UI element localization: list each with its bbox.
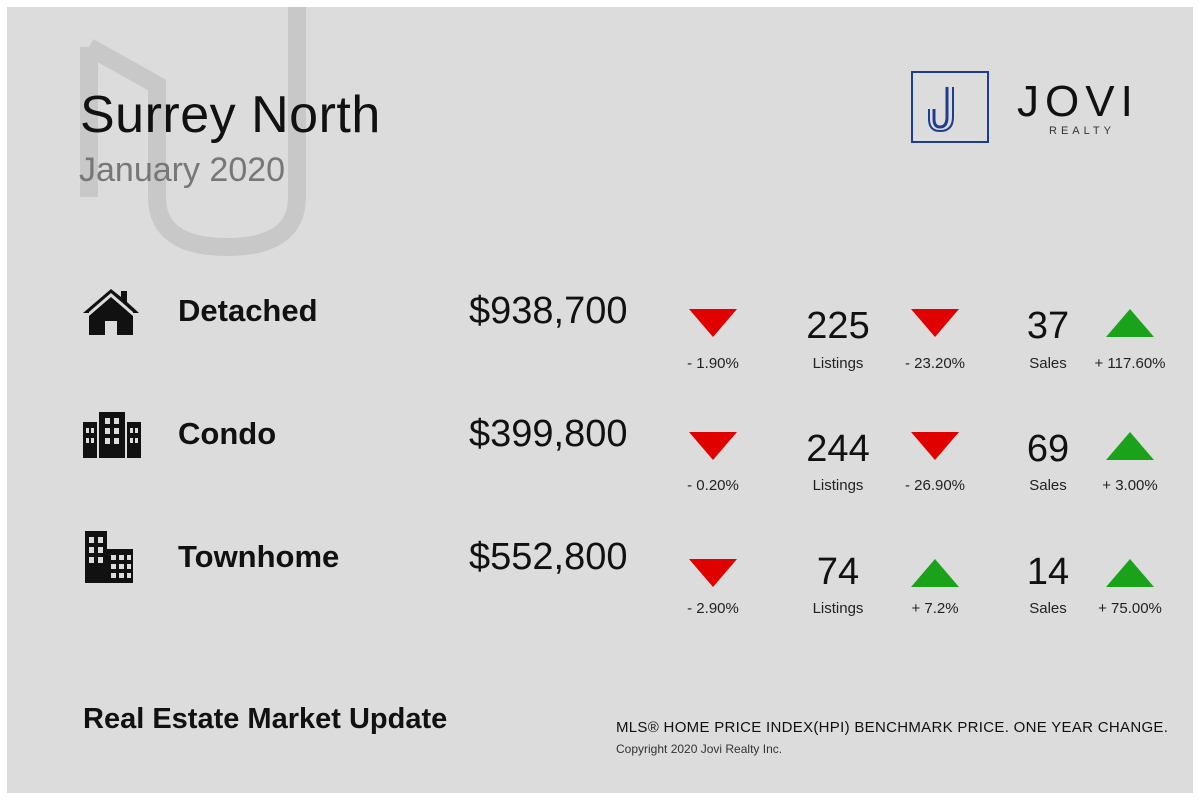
sales-count: 14 [1026,551,1070,593]
listings-count: 225 [806,305,870,347]
condo-building-icon [83,412,141,458]
price-trend-down-icon [689,432,737,460]
market-update-card: Surrey North January 2020 JOVI REALTY De… [7,7,1193,793]
sales-label: Sales [1029,477,1067,494]
sales-count: 37 [1026,305,1070,347]
listings-trend-up-icon [911,559,959,587]
page-subtitle: January 2020 [79,151,286,189]
row-label: Detached [178,293,318,328]
footer-title: Real Estate Market Update [83,703,448,735]
logo-name: JOVI [1017,77,1139,126]
price-trend-down-icon [689,559,737,587]
listings-label: Listings [812,600,864,617]
footer-note: MLS® HOME PRICE INDEX(HPI) BENCHMARK PRI… [616,719,1169,736]
house-icon [83,289,139,335]
footer-copyright: Copyright 2020 Jovi Realty Inc. [616,742,783,756]
listings-trend-down-icon [911,309,959,337]
listings-change: - 23.20% [904,355,966,372]
price-change: - 2.90% [687,600,739,617]
listings-change: + 7.2% [911,600,959,617]
price-change: - 1.90% [687,355,739,372]
sales-label: Sales [1029,600,1067,617]
row-label: Condo [178,416,277,451]
benchmark-price: $938,700 [469,290,628,332]
listings-change: - 26.90% [904,477,966,494]
benchmark-price: $399,800 [469,413,628,455]
sales-trend-up-icon [1106,432,1154,460]
page-title: Surrey North [80,86,381,144]
townhome-building-icon [85,531,133,583]
benchmark-price: $552,800 [469,536,628,578]
logo-subtitle: REALTY [1049,125,1115,137]
sales-trend-up-icon [1106,309,1154,337]
sales-count: 69 [1026,428,1070,470]
sales-change: + 75.00% [1098,600,1162,617]
listings-count: 244 [806,428,870,470]
row-townhome: Townhome $552,800 - 2.90% 74 Listings + … [7,529,1193,639]
jovi-j-icon [928,87,954,133]
row-detached: Detached $938,700 - 1.90% 225 Listings -… [7,283,1193,393]
sales-change: + 3.00% [1102,477,1158,494]
jovi-logo-mark [911,71,989,143]
sales-change: + 117.60% [1094,355,1166,372]
row-label: Townhome [178,539,340,574]
listings-trend-down-icon [911,432,959,460]
price-change: - 0.20% [687,477,739,494]
sales-trend-up-icon [1106,559,1154,587]
listings-label: Listings [812,477,864,494]
sales-label: Sales [1029,355,1067,372]
logo-watermark-icon [80,7,306,257]
price-trend-down-icon [689,309,737,337]
row-condo: Condo $399,800 - 0.20% 244 Listings - 26… [7,406,1193,516]
listings-count: 74 [816,551,860,593]
listings-label: Listings [812,355,864,372]
